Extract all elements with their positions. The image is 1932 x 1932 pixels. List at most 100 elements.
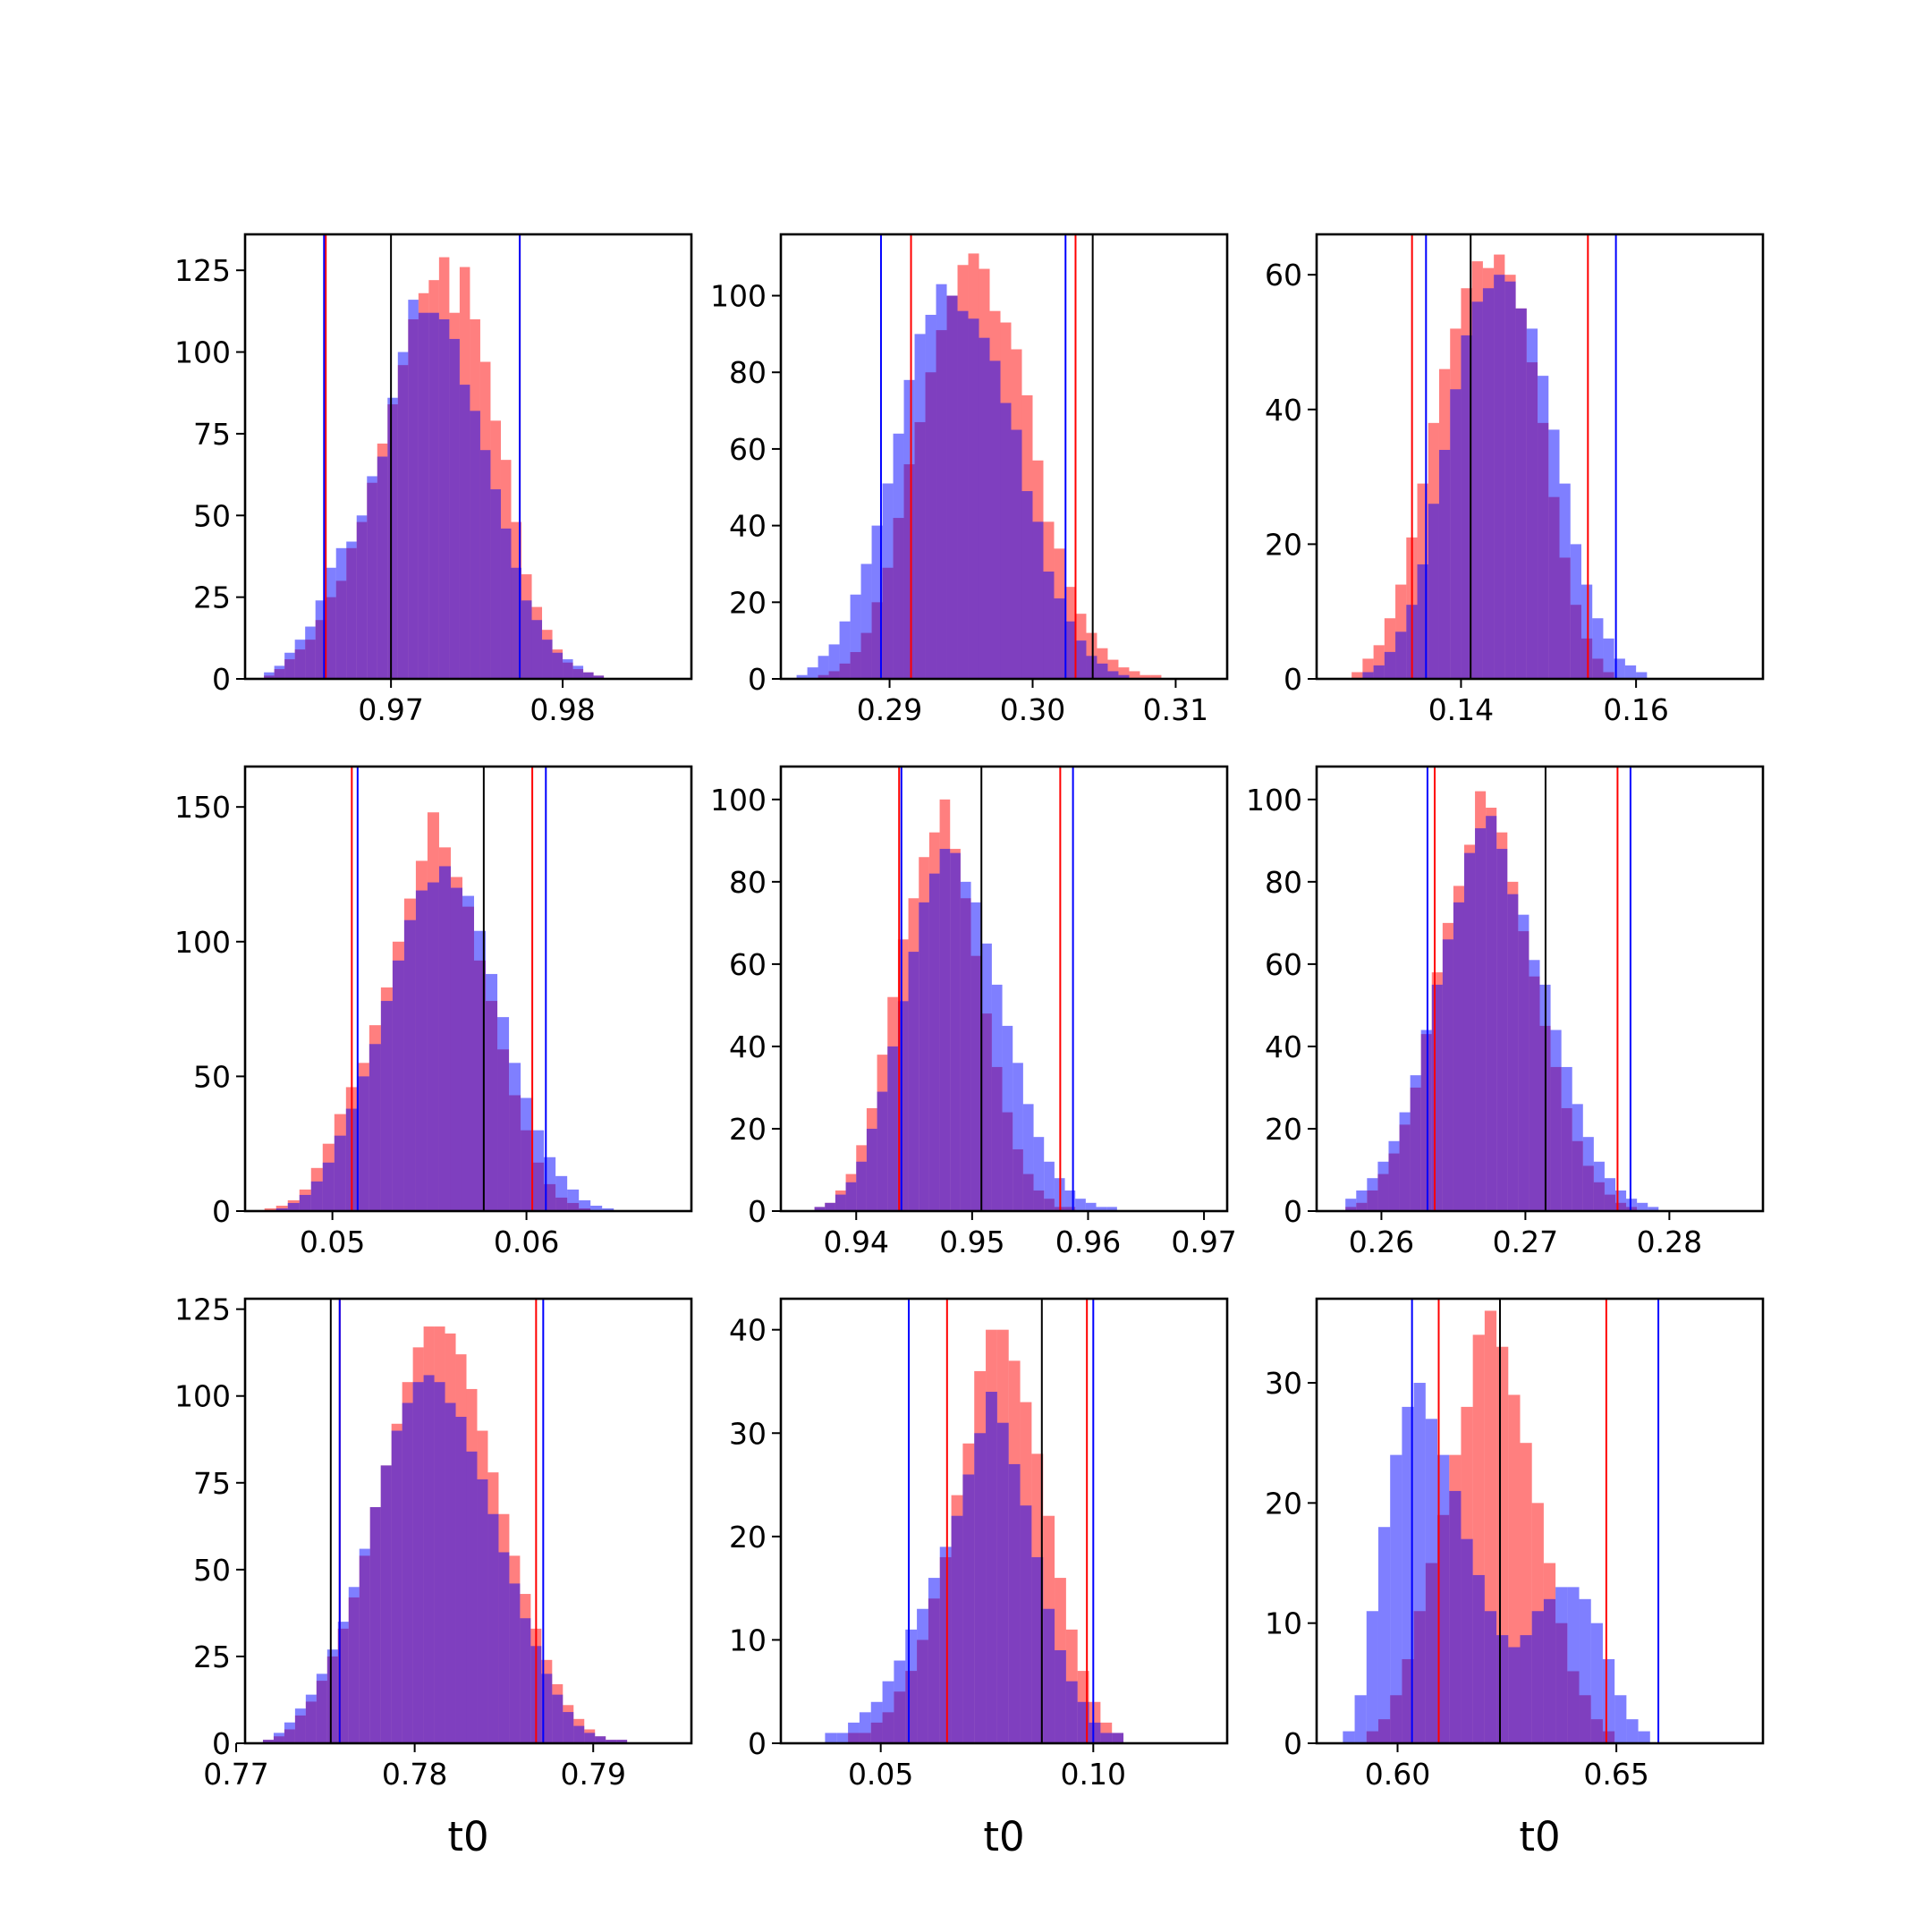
blue-bar (1085, 1202, 1097, 1211)
blue-bar (1592, 618, 1604, 679)
blue-bar (1031, 1556, 1044, 1743)
blue-bar (939, 849, 951, 1211)
blue-bar (825, 1733, 837, 1743)
blue-bar (459, 385, 470, 679)
blue-bar (1543, 1598, 1556, 1743)
blue-bar (1636, 672, 1648, 679)
blue-bar (1054, 598, 1065, 679)
blue-bar (470, 411, 480, 679)
y-tick-label: 20 (729, 585, 767, 620)
y-tick-label: 0 (748, 1194, 767, 1229)
blue-bar (1496, 1635, 1509, 1743)
blue-bar (1590, 1623, 1603, 1743)
blue-bar (380, 1465, 392, 1743)
blue-bar (979, 337, 990, 679)
y-tick-label: 125 (174, 1292, 231, 1327)
blue-bar (1420, 1030, 1432, 1211)
y-tick-label: 20 (729, 1520, 767, 1555)
y-tick-label: 60 (729, 432, 767, 467)
blue-bar (490, 489, 501, 679)
blue-bar (939, 1546, 952, 1743)
blue-bar (1390, 1454, 1402, 1743)
blue-bar (555, 1175, 568, 1211)
y-tick-label: 0 (212, 1726, 231, 1761)
blue-bar (887, 1046, 898, 1211)
blue-bar (1593, 1161, 1605, 1211)
x-tick-label: 0.78 (382, 1757, 447, 1792)
blue-bar (1044, 1161, 1055, 1211)
blue-bar (1410, 1075, 1421, 1211)
x-tick-label: 0.29 (857, 692, 922, 727)
y-tick-label: 40 (729, 1313, 767, 1348)
blue-bar (1504, 281, 1516, 679)
blue-bar (563, 659, 573, 679)
x-tick-label: 0.27 (1493, 1224, 1558, 1259)
blue-bar (1118, 674, 1130, 679)
blue-bar (573, 1725, 585, 1743)
y-tick-label: 0 (1284, 662, 1302, 697)
blue-bar (445, 1402, 456, 1743)
blue-bar (521, 600, 532, 679)
blue-bar (1395, 631, 1407, 679)
blue-bar (1000, 402, 1012, 679)
plot-area (825, 1299, 1124, 1743)
blue-bar (438, 866, 451, 1211)
blue-bar (1603, 638, 1614, 679)
blue-bar (1096, 1207, 1107, 1211)
x-tick-label: 0.97 (358, 692, 423, 727)
blue-bar (1402, 1406, 1414, 1743)
blue-bar (593, 675, 605, 679)
blue-histogram (1343, 1383, 1650, 1743)
blue-bar (552, 652, 564, 679)
x-axis-label: t0 (983, 1813, 1024, 1860)
y-tick-label: 80 (729, 355, 767, 390)
blue-bar (903, 379, 915, 679)
blue-bar (1520, 1635, 1532, 1743)
blue-bar (962, 1474, 975, 1743)
x-tick-label: 0.97 (1171, 1224, 1236, 1259)
blue-bar (1002, 1025, 1013, 1211)
blue-bar (1475, 828, 1487, 1211)
blue-bar (356, 515, 368, 679)
blue-bar (449, 338, 460, 679)
blue-bar (563, 1712, 574, 1743)
blue-bar (1548, 429, 1560, 679)
blue-bar (919, 902, 929, 1211)
y-tick-label: 60 (1265, 947, 1302, 982)
blue-bar (1020, 1505, 1032, 1743)
blue-bar (828, 644, 840, 679)
blue-bar (1561, 1066, 1572, 1211)
y-tick-label: 25 (193, 580, 231, 615)
plot-area (1352, 234, 1648, 679)
blue-bar (299, 1194, 311, 1211)
blue-bar (392, 960, 404, 1211)
red-bar (1140, 674, 1151, 679)
axes-frame (779, 765, 1229, 1213)
blue-bar (845, 1182, 857, 1211)
subplot-8: 0.05 0.10 0 10 20 30 40 t0 (729, 1297, 1229, 1860)
y-tick-label: 30 (729, 1416, 767, 1451)
blue-histogram (1362, 275, 1648, 679)
blue-bar (1550, 1030, 1562, 1211)
blue-bar (882, 1681, 894, 1743)
blue-bar (1021, 491, 1033, 679)
blue-bar (1384, 651, 1396, 679)
subplot-4: 0.05 0.06 0 50 100 150 (174, 765, 693, 1259)
blue-bar (877, 1091, 888, 1211)
blue-bar (914, 334, 926, 679)
blue-bar (1442, 939, 1453, 1211)
blue-bar (380, 1001, 393, 1211)
blue-bar (1626, 1199, 1638, 1211)
blue-bar (415, 890, 428, 1211)
blue-bar (1097, 663, 1108, 679)
blue-bar (1538, 376, 1549, 679)
x-tick-label: 0.30 (1000, 692, 1065, 727)
red-bar (264, 1208, 276, 1211)
blue-bar (315, 600, 326, 679)
axes-frame (243, 765, 693, 1213)
blue-bar (970, 902, 982, 1211)
blue-bar (542, 640, 553, 679)
blue-bar (1356, 1190, 1368, 1211)
